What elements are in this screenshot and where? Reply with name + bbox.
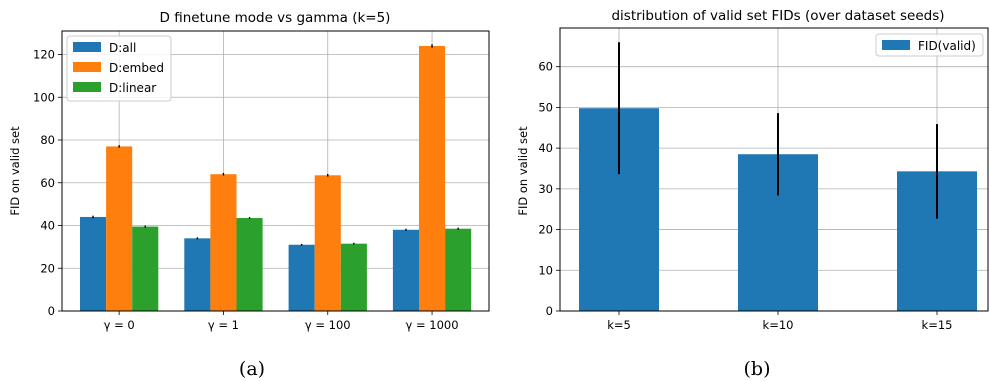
bar-d-all xyxy=(392,229,419,311)
chart-fid-distribution: distribution of valid set FIDs (over dat… xyxy=(516,8,989,380)
legend-swatch xyxy=(882,40,910,50)
x-tick-label: k=10 xyxy=(763,318,794,332)
y-tick-label: 50 xyxy=(538,100,553,114)
x-tick-label: γ = 1 xyxy=(208,318,239,332)
chart-b-caption: (b) xyxy=(744,358,771,380)
chart-a-bars xyxy=(80,45,472,312)
y-tick-label: 20 xyxy=(538,223,553,237)
legend-swatch xyxy=(73,42,101,52)
bar-d-all xyxy=(184,238,211,311)
y-tick-label: 30 xyxy=(538,182,553,196)
chart-b-y-ticks: 0 10 20 30 40 50 60 xyxy=(538,60,560,318)
chart-b-title: distribution of valid set FIDs (over dat… xyxy=(611,8,944,24)
legend-label: D:embed xyxy=(109,61,164,75)
chart-fid-by-finetune-mode: D finetune mode vs gamma (k=5) FID on va… xyxy=(8,10,490,380)
bar-d-all xyxy=(288,244,315,311)
y-tick-label: 40 xyxy=(538,141,553,155)
chart-a-x-ticks: γ = 0 γ = 1 γ = 100 γ = 1000 xyxy=(104,311,459,332)
bar-d-embed xyxy=(106,146,133,311)
chart-b-legend-box xyxy=(875,33,984,57)
chart-a-y-ticks: 0 20 40 60 80 100 120 xyxy=(33,48,62,318)
y-tick-label: 100 xyxy=(33,90,55,104)
y-tick-label: 10 xyxy=(538,263,553,277)
chart-b-legend: FID(valid) xyxy=(875,33,984,57)
y-tick-label: 20 xyxy=(40,261,55,275)
chart-b-plot-frame xyxy=(559,27,989,312)
y-tick-label: 80 xyxy=(40,133,55,147)
x-tick-label: γ = 1000 xyxy=(406,318,459,332)
y-tick-label: 0 xyxy=(48,304,55,318)
x-tick-label: γ = 0 xyxy=(104,318,135,332)
y-tick-label: 60 xyxy=(40,176,55,190)
bar-d-embed xyxy=(419,45,446,312)
bar-d-linear xyxy=(445,228,472,311)
x-tick-label: k=5 xyxy=(607,318,631,332)
x-tick-label: γ = 100 xyxy=(305,318,351,332)
chart-b-ylabel: FID on valid set xyxy=(516,126,530,216)
chart-a-title: D finetune mode vs gamma (k=5) xyxy=(160,10,391,26)
chart-a-plot-frame xyxy=(61,30,490,312)
chart-b-error-bars xyxy=(618,42,938,219)
bar-d-linear xyxy=(132,226,159,311)
y-tick-label: 0 xyxy=(546,304,553,318)
chart-a-caption: (a) xyxy=(239,358,265,380)
legend-swatch xyxy=(73,62,101,72)
legend-swatch xyxy=(73,82,101,92)
bar-d-linear xyxy=(236,218,263,311)
chart-b-bars xyxy=(579,108,977,311)
chart-b-x-ticks: k=5 k=10 k=15 xyxy=(607,311,952,332)
bar-d-all xyxy=(80,216,107,311)
y-tick-label: 120 xyxy=(33,48,55,62)
legend-label: D:linear xyxy=(109,81,156,95)
y-tick-label: 60 xyxy=(538,60,553,74)
bar-d-embed xyxy=(314,175,341,311)
chart-a-legend: D:all D:embed D:linear xyxy=(66,35,172,102)
chart-a-error-bars xyxy=(92,44,459,246)
x-tick-label: k=15 xyxy=(922,318,953,332)
chart-a-ylabel: FID on valid set xyxy=(8,126,22,216)
y-tick-label: 40 xyxy=(40,219,55,233)
bar-d-embed xyxy=(210,174,237,311)
bar-d-linear xyxy=(340,243,367,311)
legend-label: D:all xyxy=(109,41,136,55)
legend-label: FID(valid) xyxy=(918,39,976,53)
